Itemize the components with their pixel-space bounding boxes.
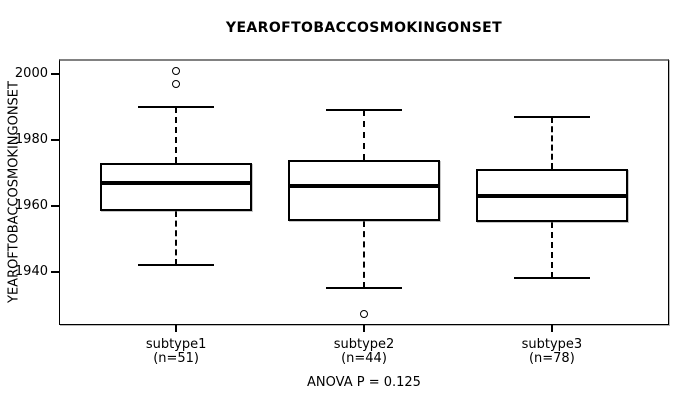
median-line — [475, 193, 628, 198]
y-tick-label: 1940 — [14, 263, 48, 279]
whisker-cap-upper — [138, 105, 215, 108]
outlier-point — [172, 79, 181, 88]
median-line — [288, 183, 440, 188]
whisker-cap-lower — [138, 264, 215, 266]
group-label-block: subtype2 (n=44) — [294, 338, 434, 366]
y-tick-mark — [51, 72, 59, 75]
iqr-box — [288, 159, 440, 221]
chart-title: YEAROFTOBACCOSMOKINGONSET — [225, 20, 503, 36]
whisker-stem-upper — [363, 110, 365, 160]
group-label-block: subtype1 (n=51) — [106, 338, 246, 366]
group-sublabel: (n=78) — [528, 351, 575, 366]
whisker-stem-upper — [550, 116, 553, 170]
group-sublabel: (n=51) — [153, 351, 200, 366]
x-tick-mark — [550, 325, 553, 332]
whisker-stem-upper — [175, 106, 178, 163]
y-tick-label: 2000 — [14, 65, 48, 81]
group-label: subtype2 — [333, 337, 395, 352]
whisker-stem-lower — [175, 210, 178, 265]
whisker-cap-lower — [326, 287, 402, 290]
y-tick-mark — [51, 138, 59, 141]
whisker-stem-lower — [550, 222, 553, 279]
whisker-cap-upper — [513, 115, 590, 118]
median-line — [100, 180, 253, 185]
iqr-box — [100, 162, 253, 211]
x-tick-mark — [363, 325, 365, 332]
outlier-point — [360, 310, 368, 319]
group-label-block: subtype3 (n=78) — [482, 338, 622, 366]
group-label: subtype3 — [521, 337, 583, 352]
group-sublabel: (n=44) — [341, 351, 387, 366]
y-tick-label: 1960 — [14, 197, 48, 213]
whisker-cap-upper — [326, 109, 402, 112]
outlier-point — [172, 66, 181, 75]
whisker-stem-lower — [363, 220, 365, 289]
y-tick-label: 1980 — [14, 131, 48, 147]
x-tick-mark — [175, 325, 178, 332]
y-tick-mark — [51, 204, 59, 207]
group-label: subtype1 — [145, 337, 207, 352]
whisker-cap-lower — [513, 277, 590, 280]
anova-annotation: ANOVA P = 0.125 — [307, 375, 421, 390]
y-tick-mark — [51, 270, 59, 273]
